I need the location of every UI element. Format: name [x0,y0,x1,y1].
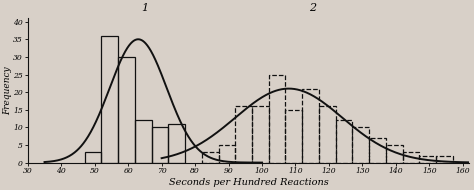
Bar [85,152,101,163]
Text: 2: 2 [309,3,316,13]
Bar [352,127,369,163]
Y-axis label: Frequency: Frequency [3,66,12,115]
Bar [436,156,453,163]
Bar [168,124,185,163]
Bar [219,145,235,163]
Bar [118,57,135,163]
Bar [252,106,269,163]
Bar [269,74,285,163]
Bar [402,152,419,163]
Bar [302,89,319,163]
Bar [235,106,252,163]
Bar [135,120,152,163]
Bar [319,106,336,163]
Bar [336,120,352,163]
Bar [369,138,386,163]
Bar [202,152,219,163]
Bar [101,36,118,163]
Bar [285,110,302,163]
Bar [386,145,402,163]
Bar [152,127,168,163]
Text: 1: 1 [141,3,148,13]
Bar [419,156,436,163]
X-axis label: Seconds per Hundred Reactions: Seconds per Hundred Reactions [169,178,328,187]
